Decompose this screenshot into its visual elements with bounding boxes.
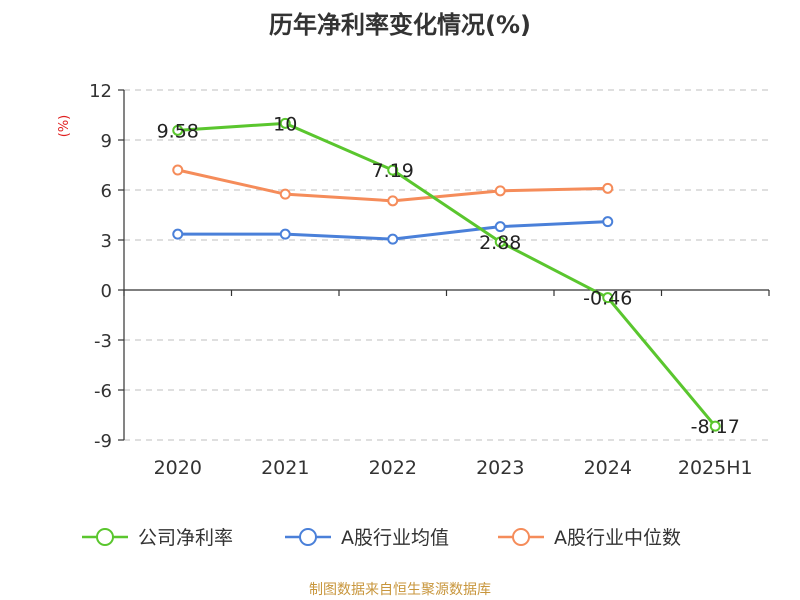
axes: 12 9 6 3 0 -3 -6 -9 2020 2021 2022 2023 2024 2025H1 [89, 81, 770, 479]
data-point [709, 420, 721, 432]
x-category-label: 2021 [261, 457, 309, 479]
series-0: 9.58 10 7.19 2.88 -0.46 -8.17 [157, 113, 740, 438]
data-label: -8.17 [691, 416, 740, 438]
legend-marker [512, 528, 530, 546]
series-line [177, 121, 717, 428]
y-tick-label: -9 [94, 431, 112, 452]
data-point [279, 117, 291, 129]
legend-item[interactable]: A股行业中位数 [498, 527, 681, 549]
x-category-label: 2020 [154, 457, 202, 479]
data-label: 2.88 [479, 232, 521, 254]
x-category-label: 2023 [476, 457, 524, 479]
data-point [494, 236, 506, 248]
data-source-note: 制图数据来自恒生聚源数据库 [309, 582, 491, 598]
x-category-label: 2024 [584, 457, 632, 479]
data-point [387, 195, 399, 207]
data-point [172, 228, 184, 240]
y-tick-label: 0 [101, 281, 112, 302]
legend-label: 公司净利率 [138, 527, 233, 549]
data-point [172, 124, 184, 136]
legend-label: A股行业均值 [341, 527, 449, 549]
data-point [172, 164, 184, 176]
data-point [279, 188, 291, 200]
x-category-label: 2025H1 [678, 457, 753, 479]
data-point [602, 292, 614, 304]
series-layer: 9.58 10 7.19 2.88 -0.46 -8.17 [157, 113, 740, 438]
data-point [494, 185, 506, 197]
series-2 [172, 164, 614, 207]
data-label: 10 [273, 113, 297, 135]
y-tick-label: 9 [101, 131, 112, 152]
legend-item[interactable]: 公司净利率 [82, 527, 233, 549]
data-point [602, 182, 614, 194]
y-tick-label: -3 [94, 331, 112, 352]
series-1 [172, 216, 614, 245]
x-category-label: 2022 [369, 457, 417, 479]
legend-item[interactable]: A股行业均值 [285, 527, 449, 549]
data-label: 9.58 [157, 120, 199, 142]
data-label: -0.46 [583, 288, 632, 310]
y-tick-label: -6 [94, 381, 112, 402]
y-tick-label: 12 [89, 81, 112, 102]
data-label: 7.19 [372, 160, 414, 182]
y-tick-label: 6 [101, 181, 112, 202]
y-tick-label: 3 [101, 231, 112, 252]
legend-marker [299, 528, 317, 546]
legend-marker [96, 528, 114, 546]
data-point [387, 164, 399, 176]
legend[interactable]: 公司净利率 A股行业均值 A股行业中位数 [82, 527, 681, 549]
chart-title: 历年净利率变化情况(%) [269, 11, 531, 39]
data-point [602, 216, 614, 228]
data-point [279, 228, 291, 240]
y-axis-unit-label: (%) [57, 115, 72, 138]
grid-lines [124, 89, 769, 441]
data-point [387, 233, 399, 245]
data-point [494, 221, 506, 233]
legend-label: A股行业中位数 [554, 527, 681, 549]
